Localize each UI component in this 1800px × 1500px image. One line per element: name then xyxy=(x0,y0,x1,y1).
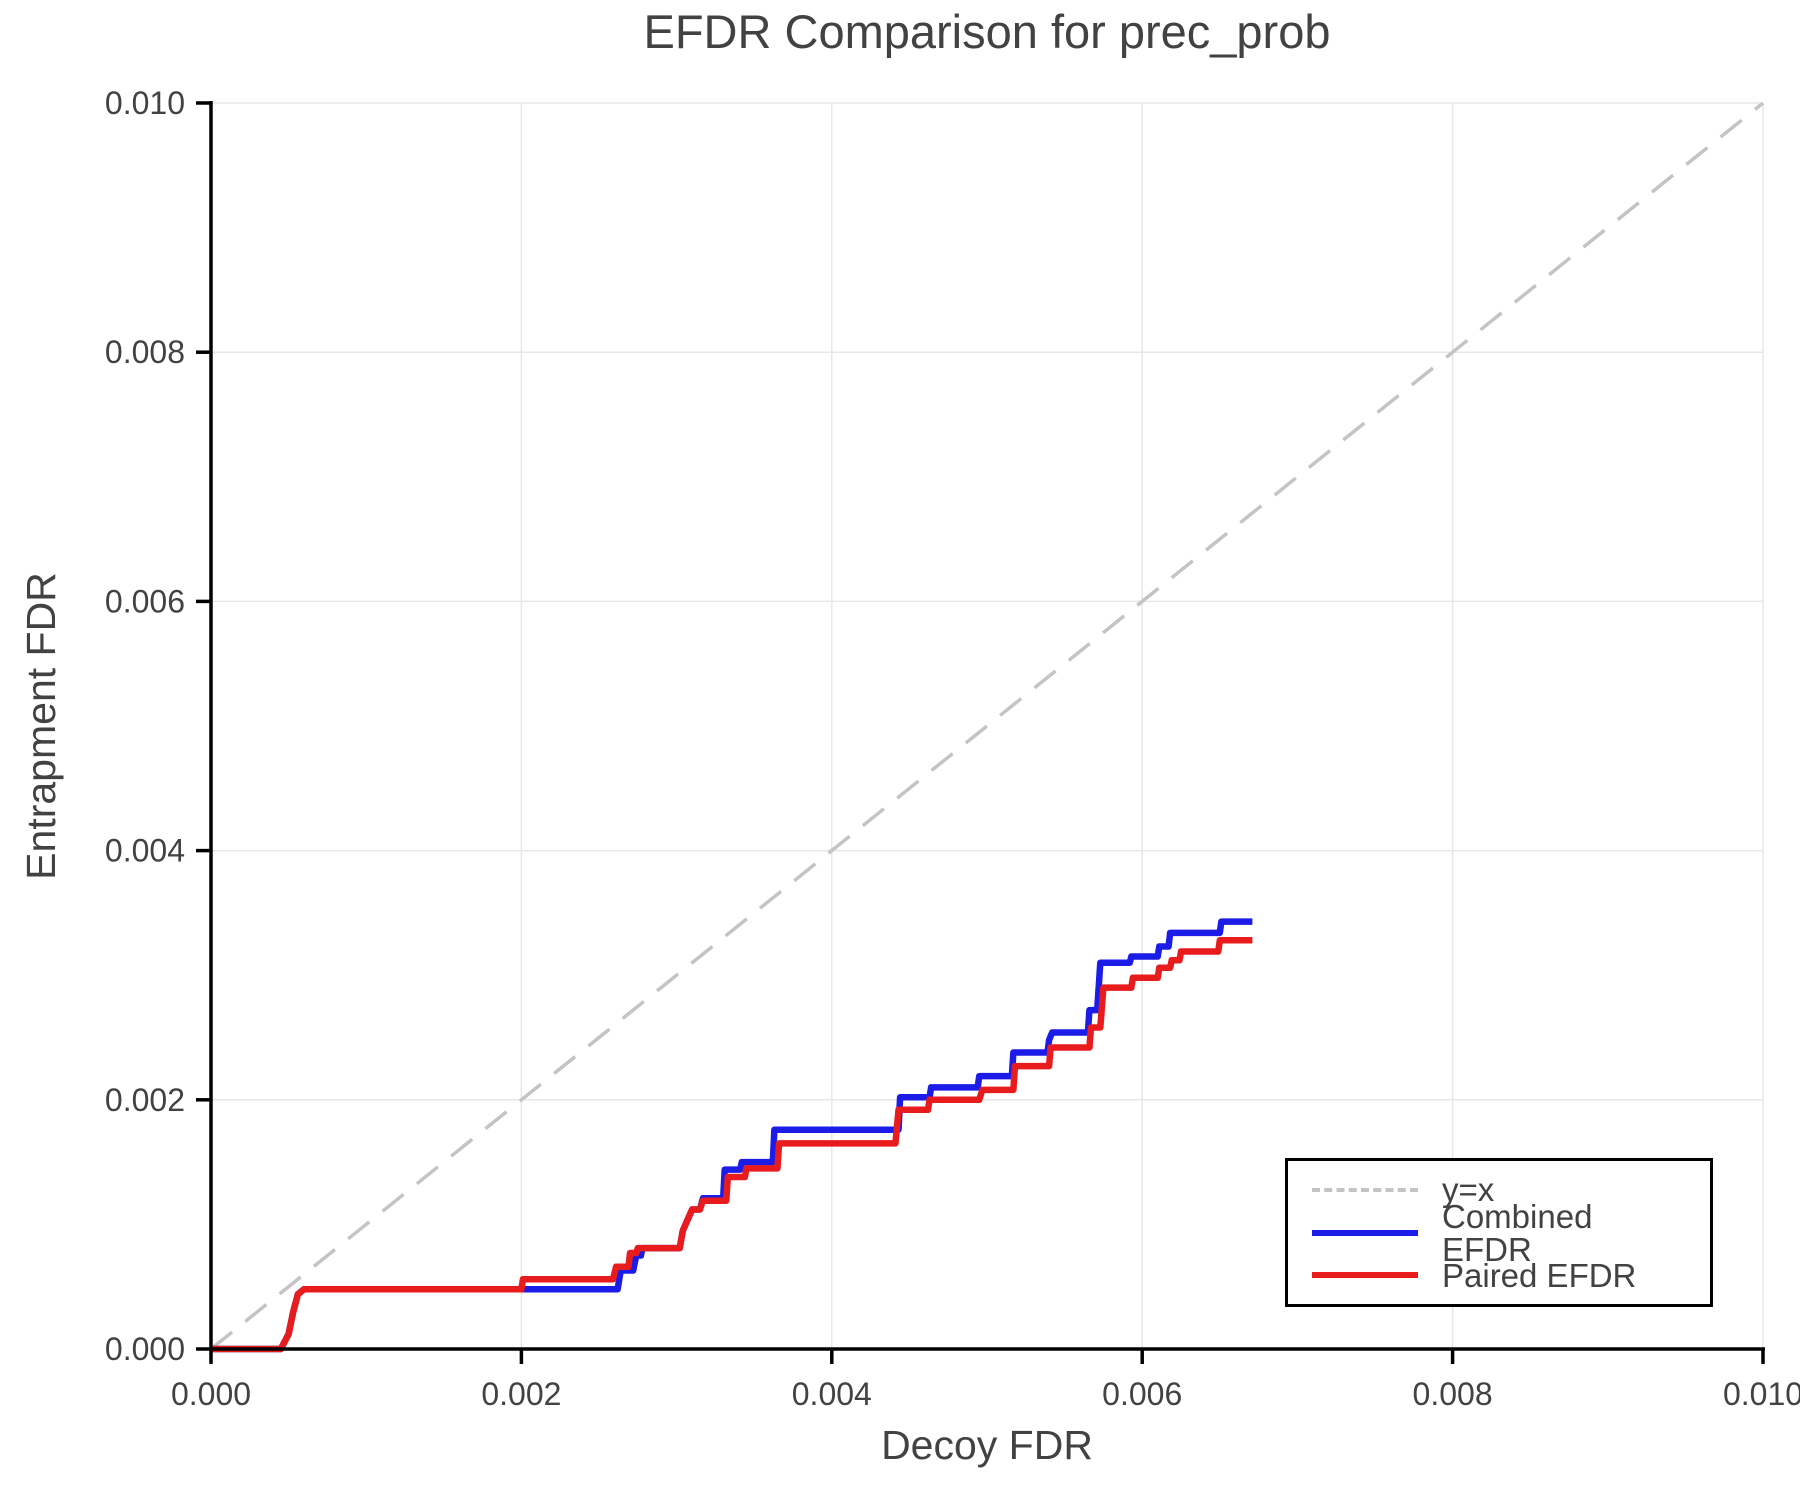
legend-box: y=x Combined EFDR Paired EFDR xyxy=(1285,1158,1713,1307)
legend-label-paired: Paired EFDR xyxy=(1442,1256,1637,1294)
y-tick-label: 0.000 xyxy=(105,1331,185,1367)
legend-entry-paired: Paired EFDR xyxy=(1312,1257,1686,1295)
chart-title: EFDR Comparison for prec_prob xyxy=(643,5,1331,58)
legend-entry-combined: Combined EFDR xyxy=(1312,1200,1686,1266)
x-tick-label: 0.006 xyxy=(1102,1376,1182,1412)
legend-entry-yx: y=x xyxy=(1312,1171,1686,1209)
legend-label-combined: Combined EFDR xyxy=(1442,1197,1593,1268)
paired-line-sample xyxy=(1312,1272,1418,1279)
series-paired-efdr xyxy=(211,937,1253,1353)
x-tick-label: 0.002 xyxy=(481,1376,561,1412)
y-axis-label: Entrapment FDR xyxy=(18,572,64,880)
y-tick-label: 0.002 xyxy=(105,1082,185,1118)
series-combined-efdr xyxy=(211,918,1253,1353)
y-tick-label: 0.004 xyxy=(105,833,185,869)
x-tick-label: 0.010 xyxy=(1723,1376,1800,1412)
legend-label-yx: y=x xyxy=(1442,1171,1495,1209)
yx-line-sample xyxy=(1312,1187,1418,1192)
x-tick-label: 0.008 xyxy=(1413,1376,1493,1412)
reference-line-yx xyxy=(209,101,1765,1351)
x-tick-label: 0.004 xyxy=(792,1376,872,1412)
y-tick-label: 0.008 xyxy=(105,334,185,370)
combined-line-sample xyxy=(1312,1229,1418,1236)
x-tick-label: 0.000 xyxy=(171,1376,251,1412)
y-tick-label: 0.010 xyxy=(105,85,185,121)
x-axis-label: Decoy FDR xyxy=(881,1422,1093,1468)
y-tick-label: 0.006 xyxy=(105,583,185,619)
